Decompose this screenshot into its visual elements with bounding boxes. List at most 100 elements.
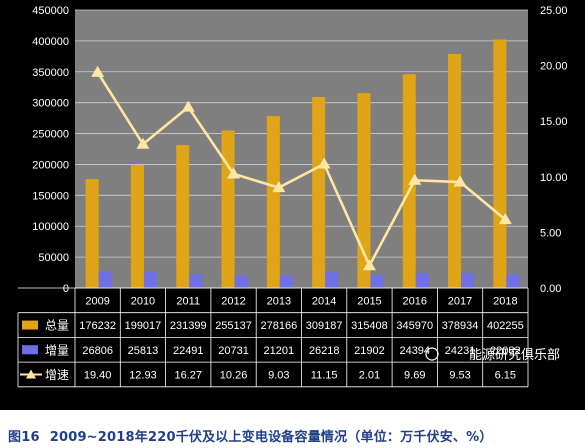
legend-increment-swatch xyxy=(22,345,38,355)
growth-point xyxy=(408,173,422,185)
table-cell-value: 345970 xyxy=(396,320,433,332)
caption-text: 2009~2018年220千伏及以上变电设备容量情况（单位：万千伏安、%） xyxy=(49,430,493,445)
x-tick-label: 2015 xyxy=(357,295,381,307)
growth-point xyxy=(227,167,241,179)
increment-bar xyxy=(461,273,475,288)
data-table: 2009 2010 2011 2012 2013 2014 2015 2016 2017 2018… xyxy=(17,287,529,388)
increment-bar xyxy=(506,274,520,288)
chart-svg: 0 50000 100000 150000 200000 250000 300000 3500… xyxy=(0,0,585,410)
table-cell-value: 12.93 xyxy=(129,369,157,381)
table-cell-value: 199017 xyxy=(125,320,162,332)
x-tick-label: 2010 xyxy=(131,295,155,307)
x-tick-label: 2011 xyxy=(176,295,200,307)
x-tick-label: 2018 xyxy=(493,295,517,307)
table-cell-value: 21201 xyxy=(264,345,295,357)
table-cell-value: 9.03 xyxy=(268,369,289,381)
total-bar xyxy=(448,53,462,288)
table-cell-value: 231399 xyxy=(170,320,207,332)
table-cell-value: 176232 xyxy=(79,320,116,332)
y-right-tick-label: 0.00 xyxy=(540,283,561,295)
table-cell-value: 309187 xyxy=(306,320,343,332)
x-tick-label: 2012 xyxy=(221,295,245,307)
table-cell-value: 402255 xyxy=(487,320,524,332)
table-cell-value: 22491 xyxy=(173,345,204,357)
y-left-tick-label: 150000 xyxy=(32,190,69,202)
y-left-tick-label: 350000 xyxy=(32,67,69,79)
y-left-tick-label: 300000 xyxy=(32,98,69,110)
growth-point xyxy=(181,100,195,112)
growth-point xyxy=(317,157,331,169)
caption-number: 图16 xyxy=(8,430,40,445)
increment-bar xyxy=(98,271,112,288)
y-right-tick-label: 20.00 xyxy=(540,61,568,73)
y-left-tick-label: 250000 xyxy=(32,129,69,141)
table-cell-value: 19.40 xyxy=(84,369,112,381)
growth-point xyxy=(453,175,467,187)
growth-point xyxy=(272,181,286,193)
x-tick-label: 2014 xyxy=(312,295,336,307)
table-cell-value: 6.15 xyxy=(495,369,516,381)
y-left-tick-label: 450000 xyxy=(32,5,69,17)
increment-bar xyxy=(279,274,293,288)
table-cell-value: 26806 xyxy=(82,345,113,357)
figure-caption: 图16 2009~2018年220千伏及以上变电设备容量情况（单位：万千伏安、%） xyxy=(8,426,578,445)
increment-bar xyxy=(143,272,157,288)
y-left-tick-label: 200000 xyxy=(32,159,69,171)
table-cell-value: 2.01 xyxy=(359,369,380,381)
increment-bar xyxy=(370,274,384,288)
table-cell-value: 10.26 xyxy=(220,369,248,381)
y-left-tick-label: 100000 xyxy=(32,221,69,233)
increment-bar xyxy=(415,272,429,288)
table-cell-value: 21902 xyxy=(354,345,385,357)
y-left-tick-label: 50000 xyxy=(38,252,69,264)
table-cell-value: 22082 xyxy=(490,345,521,357)
total-bar xyxy=(493,39,507,288)
increment-bar xyxy=(325,271,339,288)
growth-point xyxy=(91,65,105,77)
table-cell-value: 255137 xyxy=(215,320,252,332)
x-tick-label: 2009 xyxy=(85,295,109,307)
y-right-tick-label: 25.00 xyxy=(540,5,568,17)
growth-line xyxy=(96,71,507,267)
table-cell-value: 26218 xyxy=(309,345,340,357)
bars xyxy=(85,39,520,288)
increment-bar xyxy=(234,275,248,288)
legend-growth-marker xyxy=(26,369,36,379)
table-cell-value: 9.69 xyxy=(404,369,425,381)
growth-markers xyxy=(91,65,512,271)
total-bar xyxy=(312,96,326,288)
y-right-tick-label: 15.00 xyxy=(540,116,568,128)
table-cell-value: 25813 xyxy=(128,345,159,357)
x-tick-label: 2017 xyxy=(448,295,472,307)
total-bar xyxy=(266,116,280,288)
x-tick-label: 2016 xyxy=(403,295,427,307)
table-cell-value: 11.15 xyxy=(311,369,338,381)
watermark-text: 能源研究俱乐部 xyxy=(469,348,560,363)
total-bar xyxy=(221,130,235,288)
y-left-tick-label: 0 xyxy=(63,283,69,295)
growth-point xyxy=(362,259,376,271)
legend-label: 总量 xyxy=(45,319,69,333)
growth-point xyxy=(136,137,150,149)
total-bar xyxy=(176,145,190,288)
increment-bar xyxy=(189,274,203,288)
watermark-icon xyxy=(425,347,439,361)
table-cell-value: 378934 xyxy=(442,320,479,332)
table-cell-value: 24231 xyxy=(445,345,476,357)
table-cell-value: 20731 xyxy=(218,345,249,357)
total-bar xyxy=(402,74,416,288)
y-right-tick-label: 10.00 xyxy=(540,172,568,184)
y-right-tick-label: 5.00 xyxy=(540,227,561,239)
total-bar xyxy=(85,179,99,288)
table-cell-value: 278166 xyxy=(260,320,297,332)
legend-label: 增速 xyxy=(45,368,69,382)
total-bar xyxy=(130,165,144,288)
total-bar xyxy=(357,93,371,288)
table-cell-value: 315408 xyxy=(351,320,388,332)
x-tick-label: 2013 xyxy=(267,295,291,307)
legend-label: 增量 xyxy=(45,343,69,357)
table-cell-value: 24394 xyxy=(399,345,430,357)
growth-point xyxy=(498,213,512,225)
y-left-tick-label: 400000 xyxy=(32,36,69,48)
